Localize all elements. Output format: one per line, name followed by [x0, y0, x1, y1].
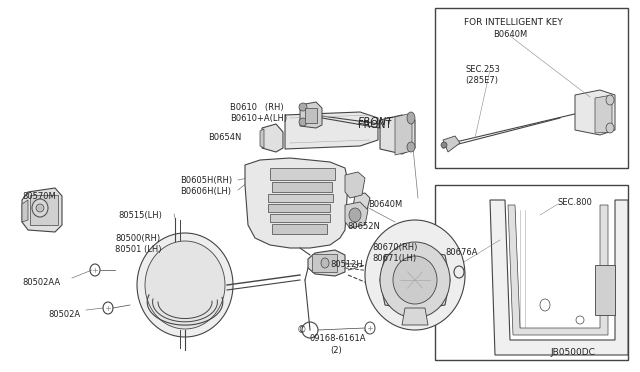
Polygon shape [353, 193, 370, 212]
Bar [268, 204, 330, 212]
Polygon shape [285, 112, 378, 149]
Text: JB0500DC: JB0500DC [550, 348, 595, 357]
Text: 80676A: 80676A [445, 248, 477, 257]
Ellipse shape [606, 95, 614, 105]
Text: 80570M: 80570M [22, 192, 56, 201]
Polygon shape [260, 129, 264, 148]
Polygon shape [308, 250, 345, 276]
Text: B0654N: B0654N [208, 133, 241, 142]
Polygon shape [245, 158, 348, 248]
Ellipse shape [32, 199, 48, 217]
Ellipse shape [145, 241, 225, 329]
Bar [272, 224, 327, 234]
Text: 80670(RH): 80670(RH) [372, 243, 417, 252]
Polygon shape [380, 250, 450, 310]
Bar [270, 168, 335, 180]
Text: FRONT: FRONT [358, 117, 394, 127]
Polygon shape [380, 115, 415, 154]
Ellipse shape [321, 258, 329, 268]
Ellipse shape [393, 256, 437, 304]
Text: 80652N: 80652N [347, 222, 380, 231]
Ellipse shape [365, 220, 465, 330]
Polygon shape [443, 136, 460, 152]
Polygon shape [508, 205, 608, 335]
Text: B0610+A(LH): B0610+A(LH) [230, 114, 287, 123]
Bar [272, 182, 332, 192]
Bar [305, 108, 317, 123]
Bar [270, 214, 330, 222]
Ellipse shape [349, 208, 361, 222]
Text: 80671(LH): 80671(LH) [372, 254, 416, 263]
Text: ©: © [297, 325, 307, 335]
Text: B0606H(LH): B0606H(LH) [180, 187, 231, 196]
Bar [595, 265, 615, 315]
Polygon shape [595, 95, 612, 133]
Ellipse shape [441, 142, 447, 148]
Polygon shape [402, 308, 428, 325]
Bar [30, 195, 58, 225]
Text: B0640M: B0640M [493, 30, 527, 39]
Text: 80501 (LH): 80501 (LH) [115, 245, 161, 254]
Ellipse shape [407, 112, 415, 124]
Text: 80515(LH): 80515(LH) [118, 211, 162, 220]
Polygon shape [490, 200, 628, 355]
Text: 80500(RH): 80500(RH) [115, 234, 160, 243]
Polygon shape [575, 90, 615, 135]
Ellipse shape [606, 123, 614, 133]
Ellipse shape [36, 204, 44, 212]
Ellipse shape [137, 233, 233, 337]
Text: 80502AA: 80502AA [22, 278, 60, 287]
Text: (2): (2) [330, 346, 342, 355]
Text: 09168-6161A: 09168-6161A [310, 334, 367, 343]
Bar [435, 185, 628, 360]
Bar [268, 194, 333, 202]
Text: B0605H(RH): B0605H(RH) [180, 176, 232, 185]
Text: 80502A: 80502A [48, 310, 80, 319]
Text: SEC.800: SEC.800 [558, 198, 593, 207]
Polygon shape [152, 250, 218, 320]
Polygon shape [345, 202, 368, 228]
Polygon shape [300, 102, 322, 128]
Text: SEC.253: SEC.253 [465, 65, 500, 74]
Ellipse shape [299, 103, 307, 111]
Text: FRONT: FRONT [358, 120, 392, 130]
Polygon shape [345, 172, 365, 198]
Polygon shape [22, 188, 62, 232]
Polygon shape [262, 124, 283, 152]
Text: FOR INTELLIGENT KEY: FOR INTELLIGENT KEY [463, 18, 563, 27]
Polygon shape [22, 200, 28, 222]
Text: 80512H: 80512H [330, 260, 363, 269]
Text: (285E7): (285E7) [465, 76, 498, 85]
Ellipse shape [299, 118, 307, 126]
Text: B0640M: B0640M [368, 200, 403, 209]
Bar [435, 8, 628, 168]
Ellipse shape [380, 242, 450, 318]
Text: B0610   (RH): B0610 (RH) [230, 103, 284, 112]
Ellipse shape [407, 142, 415, 152]
Bar [312, 254, 337, 272]
Polygon shape [395, 113, 412, 155]
